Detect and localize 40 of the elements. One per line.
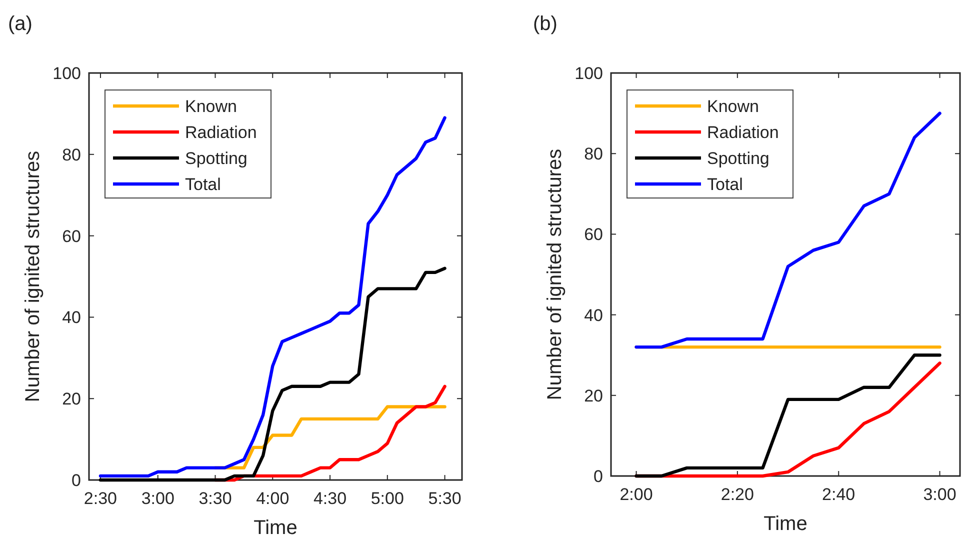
y-tick-label: 80: [62, 145, 81, 164]
legend-label: Spotting: [707, 149, 770, 168]
x-tick-label: 5:30: [428, 489, 462, 508]
x-tick-label: 2:30: [84, 489, 118, 508]
y-tick-label: 100: [574, 64, 603, 83]
y-tick-label: 0: [594, 467, 603, 486]
legend-label: Radiation: [707, 123, 779, 142]
y-tick-label: 40: [584, 306, 603, 325]
x-axis-title: Time: [764, 513, 808, 535]
y-tick-label: 40: [62, 308, 81, 328]
line-series: [98, 116, 446, 478]
chart-title: (a): [8, 13, 32, 35]
x-tick-label: 2:40: [822, 485, 856, 504]
x-tick-label: 3:30: [198, 489, 232, 508]
x-tick-label: 5:00: [370, 489, 404, 508]
y-tick-label: 20: [62, 390, 81, 409]
legend-label: Known: [707, 97, 759, 116]
y-axis-title: Number of ignited structures: [22, 150, 44, 402]
legend-label: Total: [707, 175, 743, 194]
y-tick-label: 100: [52, 64, 81, 83]
y-tick-label: 20: [584, 386, 603, 406]
y-tick-label: 60: [584, 225, 603, 244]
y-tick-label: 0: [72, 471, 81, 490]
y-axis-title: Number of ignited structures: [544, 148, 566, 400]
legend-label: Total: [185, 175, 221, 194]
legend-label: Known: [185, 97, 237, 116]
line-series: [634, 112, 942, 349]
x-axis-title: Time: [254, 517, 298, 539]
legend-label: Radiation: [185, 123, 257, 142]
y-tick-label: 80: [584, 144, 603, 164]
line-series: [98, 266, 446, 482]
legend-label: Spotting: [185, 149, 248, 168]
x-tick-label: 3:00: [141, 489, 174, 508]
y-tick-label: 60: [62, 226, 81, 246]
x-tick-label: 2:00: [620, 485, 653, 504]
x-tick-label: 4:00: [256, 489, 290, 508]
chart-title: (b): [533, 13, 558, 35]
x-tick-label: 4:30: [313, 489, 347, 508]
x-tick-label: 2:20: [720, 485, 754, 504]
x-tick-label: 3:00: [923, 485, 956, 504]
